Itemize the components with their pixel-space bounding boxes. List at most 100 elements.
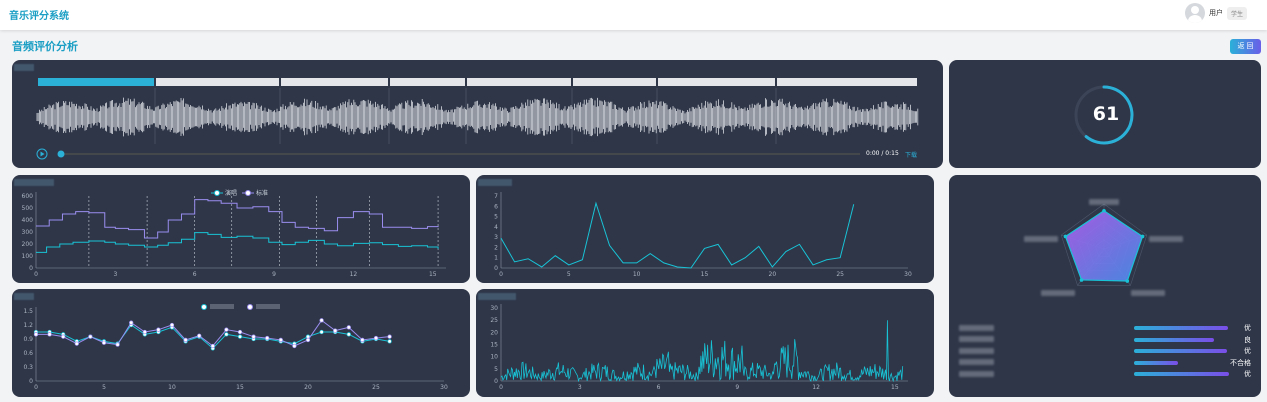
pitch-chart: 0 100 200 300 400 500 600 0 3 6 9 12 15 演唱 标准 (22, 189, 446, 278)
y-tick-label: 5 (494, 214, 498, 221)
y-tick-label: 300 (22, 229, 34, 236)
score-ring (1074, 85, 1134, 145)
x-tick-label: 15 (236, 384, 244, 391)
y-tick-label: 3 (494, 234, 498, 241)
user-menu[interactable]: 用户 学生 (1184, 3, 1247, 23)
y-tick-label: 10 (490, 354, 498, 361)
user-name: 用户 (1208, 9, 1223, 17)
x-tick-label: 25 (372, 384, 380, 391)
x-tick-label: 25 (836, 271, 844, 278)
radar-point (1102, 208, 1106, 213)
legend-marker (214, 190, 220, 196)
data-point (305, 337, 311, 343)
radar-point (1079, 278, 1084, 282)
avatar[interactable] (1184, 3, 1205, 23)
segment-bar (777, 78, 917, 86)
x-tick-label: 20 (769, 271, 777, 278)
data-point (360, 337, 365, 343)
data-point (278, 337, 283, 343)
x-tick-label: 0 (499, 271, 503, 278)
pitch-chart-card: 0 100 200 300 400 500 600 0 3 6 9 12 15 演唱 标准 (12, 175, 470, 283)
y-tick-label: 4 (494, 224, 498, 231)
rating-bar (1134, 326, 1229, 330)
rating-grade: 优 (1244, 347, 1251, 355)
radar-axis-label (1024, 236, 1058, 242)
rating-label (959, 371, 994, 377)
x-tick-label: 0 (499, 384, 503, 391)
y-tick-label: 30 (490, 305, 498, 312)
series-line (36, 199, 439, 239)
deviation-chart-card: 0 1 2 3 4 5 6 7 0 5 10 15 20 25 30 (476, 175, 934, 283)
y-tick-label: 0 (29, 265, 33, 272)
series-line (500, 320, 904, 383)
radar-point (1063, 234, 1068, 239)
data-point (319, 318, 324, 323)
waveform-chart[interactable] (12, 60, 943, 168)
y-tick-label: 0.3 (23, 364, 33, 371)
x-tick-label: 6 (193, 271, 197, 278)
series-line (500, 201, 855, 269)
data-point (346, 332, 351, 337)
data-point (292, 343, 297, 349)
legend-marker (247, 304, 253, 310)
series-line (36, 232, 439, 253)
data-point (197, 333, 202, 338)
legend-marker (201, 304, 207, 310)
data-point (237, 334, 243, 339)
rating-grade: 优 (1244, 370, 1251, 378)
card-label (14, 293, 34, 300)
x-tick-label: 30 (440, 384, 448, 391)
x-tick-label: 30 (904, 271, 912, 278)
y-tick-label: 0 (494, 265, 498, 272)
legend-label (256, 304, 280, 309)
score-value: 61 (1092, 103, 1120, 125)
waveform (36, 97, 919, 137)
data-point (237, 329, 243, 335)
back-button[interactable]: 返 回 (1230, 39, 1261, 54)
y-tick-label: 400 (22, 217, 34, 224)
x-tick-label: 3 (578, 384, 582, 391)
download-link[interactable]: 下载 (905, 152, 918, 159)
card-label (478, 179, 512, 186)
rating-label (959, 348, 994, 354)
intensity-chart-card: 0 5 10 15 20 25 30 0 3 6 9 12 15 (476, 289, 934, 397)
x-tick-label: 15 (891, 384, 899, 391)
data-point (265, 335, 270, 341)
data-point (74, 341, 79, 346)
y-tick-label: 1 (494, 255, 498, 262)
radar-point (1140, 234, 1145, 239)
x-tick-label: 10 (633, 271, 641, 278)
card-label (14, 179, 54, 186)
data-point (346, 325, 351, 330)
y-tick-label: 0 (494, 378, 498, 385)
x-tick-label: 9 (735, 384, 739, 391)
y-tick-label: 1.2 (23, 322, 33, 329)
segment-bar (281, 78, 388, 86)
radar-area (1064, 210, 1144, 282)
x-tick-label: 15 (429, 271, 437, 278)
data-point (115, 342, 120, 347)
y-tick-label: 6 (494, 203, 498, 210)
segment-bar (467, 78, 571, 86)
x-tick-label: 6 (657, 384, 661, 391)
y-tick-label: 600 (22, 193, 34, 200)
progress-handle (57, 150, 65, 158)
data-point (142, 329, 147, 335)
waveform-card: 0:00 / 0:15 下载 (12, 60, 943, 168)
rating-grade: 不合格 (1230, 358, 1251, 367)
radar-axis-label (1041, 290, 1075, 296)
data-point (183, 337, 188, 343)
radar-axis-label (1131, 290, 1165, 296)
card-label (478, 293, 516, 300)
data-point (319, 329, 324, 335)
x-tick-label: 5 (102, 384, 106, 391)
rating-bar (1134, 372, 1230, 376)
y-tick-label: 7 (494, 193, 498, 200)
y-tick-label: 100 (22, 253, 34, 260)
x-tick-label: 0 (34, 384, 38, 391)
x-tick-label: 9 (272, 271, 276, 278)
app-title: 音乐评分系统 (9, 11, 69, 22)
data-point (33, 332, 39, 337)
rhythm-chart: 0 0.3 0.6 0.9 1.2 1.5 0 5 10 15 20 25 30 (23, 304, 448, 391)
radar-grid (1060, 203, 1148, 286)
